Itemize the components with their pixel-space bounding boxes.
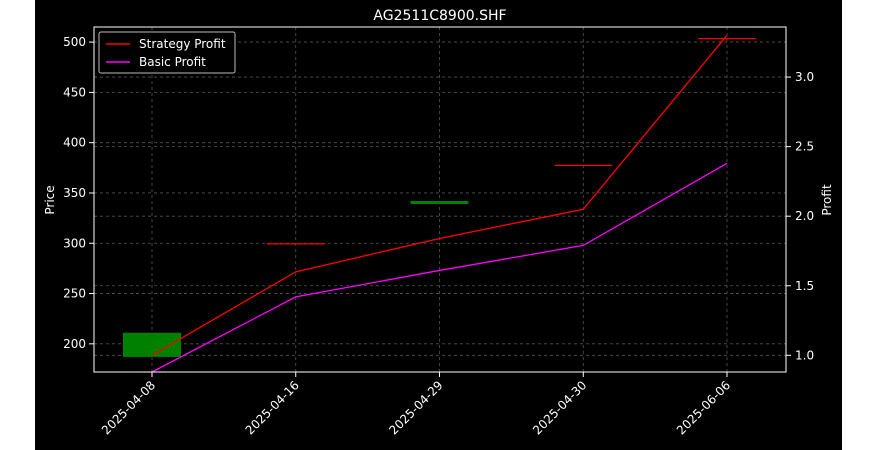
- y2-axis-label: Profit: [820, 184, 834, 216]
- y2-tick-label: 3.0: [795, 70, 814, 84]
- y2-tick-label: 1.0: [795, 348, 814, 362]
- y-axis-label: Price: [43, 185, 57, 214]
- legend-box: [98, 31, 236, 74]
- y-tick-label: 200: [63, 337, 86, 351]
- y-tick-label: 250: [63, 287, 86, 301]
- legend: Strategy Profit Basic Profit: [98, 31, 236, 74]
- candle-0: [123, 332, 181, 357]
- right-axis-ticks: 1.0 1.5 2.0 2.5 3.0: [786, 70, 814, 362]
- candles: [123, 38, 756, 357]
- figure-background: [35, 0, 842, 450]
- legend-label-basic-profit: Basic Profit: [139, 55, 206, 69]
- series-line-strategy-profit: [151, 34, 728, 356]
- series-line-basic-profit: [151, 162, 728, 373]
- y-tick-label: 500: [63, 35, 86, 49]
- grid-lines: [94, 27, 786, 372]
- legend-label-strategy-profit: Strategy Profit: [139, 37, 226, 51]
- candle-4: [698, 38, 756, 40]
- y-tick-label: 350: [63, 186, 86, 200]
- y-tick-label: 300: [63, 236, 86, 250]
- candle-3: [554, 164, 613, 166]
- profit-lines: [151, 34, 728, 373]
- candle-1: [266, 243, 325, 245]
- left-axis-ticks: 200 250 300 350 400 450 500: [63, 35, 94, 351]
- y2-tick-label: 1.5: [795, 279, 814, 293]
- y2-tick-label: 2.0: [795, 209, 814, 223]
- y-tick-label: 400: [63, 136, 86, 150]
- chart-title: AG2511C8900.SHF: [373, 8, 506, 24]
- y-tick-label: 450: [63, 85, 86, 99]
- candle-2: [410, 201, 469, 205]
- y2-tick-label: 2.5: [795, 140, 814, 154]
